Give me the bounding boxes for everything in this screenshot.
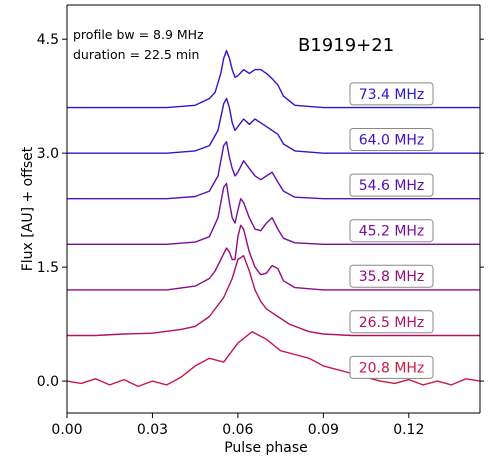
series-label-3: 45.2 MHz — [359, 224, 425, 240]
x-axis-label: Pulse phase — [224, 440, 308, 456]
series-layer — [66, 49, 481, 388]
series-label-box-1 — [349, 128, 434, 151]
series-label-4: 35.8 MHz — [359, 269, 425, 285]
y-axis-label: Flux [AU] + offset — [20, 146, 36, 271]
x-tick-label-0: 0.00 — [51, 422, 82, 438]
plot-area — [67, 5, 480, 413]
annotation-duration: duration = 22.5 min — [73, 47, 199, 62]
series-label-6: 20.8 MHz — [359, 360, 425, 376]
x-tick-label-4: 0.12 — [393, 422, 424, 438]
y-tick-label-1: 1.5 — [37, 260, 59, 276]
series-label-box-0 — [349, 82, 434, 106]
x-tick-label-2: 0.06 — [222, 422, 253, 438]
series-label-box-2 — [349, 173, 434, 197]
chart-title: B1919+21 — [298, 35, 394, 56]
series-label-0: 73.4 MHz — [359, 87, 425, 103]
series-label-box-5 — [349, 310, 434, 334]
series-label-box-6 — [349, 355, 434, 379]
y-tick-label-3: 4.5 — [37, 32, 59, 48]
y-tick-label-2: 3.0 — [37, 146, 59, 162]
y-tick-label-0: 0.0 — [37, 374, 59, 390]
series-line-5 — [67, 254, 480, 337]
x-tick-label-1: 0.03 — [137, 422, 168, 438]
annotation-bandwidth: profile bw = 8.9 MHz — [73, 27, 204, 42]
series-label-box-3 — [349, 219, 434, 243]
series-line-3 — [67, 182, 480, 246]
x-tick-label-3: 0.09 — [308, 422, 339, 438]
series-line-0 — [67, 49, 480, 109]
axes-layer: 0.00 0.03 0.06 0.09 0.12 0.0 1.5 3.0 4.5 — [37, 4, 484, 438]
label-layer: 73.4 MHz 64.0 MHz 54.6 MHz 45.2 MHz 35.8 MHz… — [349, 82, 434, 379]
series-label-5: 26.5 MHz — [359, 315, 425, 331]
series-line-6 — [66, 331, 481, 388]
series-label-box-4 — [349, 264, 434, 288]
series-label-1: 64.0 MHz — [359, 133, 425, 149]
series-line-1 — [67, 97, 480, 154]
series-label-2: 54.6 MHz — [359, 178, 425, 194]
series-line-2 — [67, 141, 480, 200]
series-line-4 — [67, 224, 480, 291]
